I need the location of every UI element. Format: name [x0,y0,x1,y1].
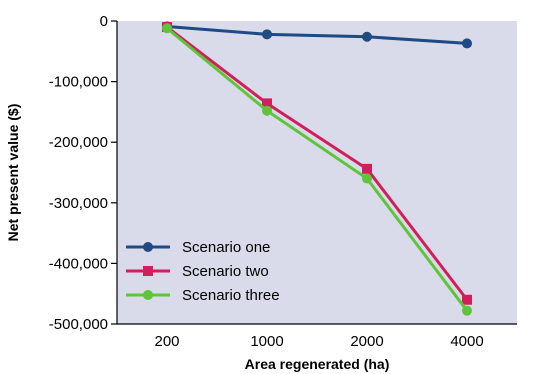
data-point [362,163,372,174]
legend-item: Scenario two [126,263,269,280]
y-tick-label: 0 [100,13,108,30]
y-tick-label: -300,000 [49,195,108,212]
x-tick-label: 2000 [350,333,383,350]
legend-label: Scenario two [182,263,269,280]
y-axis-ticks: 0 -100,000 -200,000 -300,000 -400,000 -500,00… [49,13,117,333]
series-line [166,25,469,301]
legend-label: Scenario three [182,287,280,304]
legend-item: Scenario three [126,287,280,304]
data-point [362,31,372,42]
y-tick-label: -200,000 [49,134,108,151]
series-line [166,24,468,45]
data-point [262,98,272,109]
legend-label: Scenario one [182,239,270,256]
plot-area [117,21,517,324]
y-tick-label: -500,000 [49,316,108,333]
legend-marker [143,290,153,300]
legend: Scenario one Scenario two Scenario three [126,239,280,304]
x-tick-label: 4000 [450,333,483,350]
data-point [462,305,472,316]
legend-marker [143,242,153,252]
x-axis-title: Area regenerated (ha) [245,356,390,372]
legend-marker [143,266,153,276]
series-line [166,27,469,312]
x-tick-label: 1000 [250,333,283,350]
series-layer [162,21,472,316]
data-point [462,38,472,49]
y-axis-title: Net present value ($) [5,104,21,242]
y-tick-label: -100,000 [49,74,108,91]
data-point [462,294,472,305]
data-point [162,23,172,34]
data-point [362,173,372,184]
legend-item: Scenario one [126,239,270,256]
data-point [262,105,272,116]
y-tick-label: -400,000 [49,255,108,272]
data-point [262,29,272,40]
x-tick-label: 200 [154,333,179,350]
axes [116,21,517,325]
series-3 [162,23,472,316]
x-axis-ticks: 200 1000 2000 4000 [154,333,483,350]
